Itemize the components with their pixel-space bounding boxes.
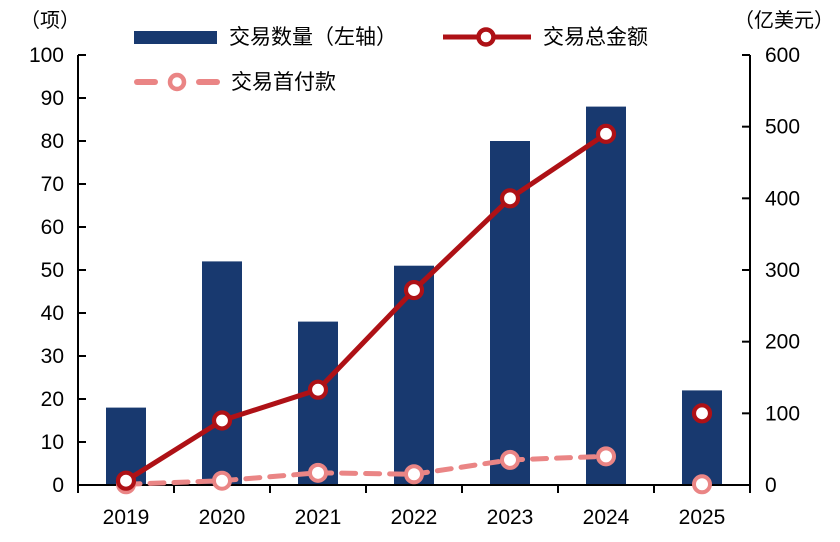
bar-2024 bbox=[586, 106, 626, 485]
left-tick-label: 0 bbox=[52, 474, 64, 497]
right-tick-label: 0 bbox=[765, 474, 777, 497]
downpayment-marker-2024 bbox=[596, 446, 616, 467]
left-tick-label: 70 bbox=[41, 173, 64, 196]
total-amount-marker-2019 bbox=[115, 470, 137, 491]
right-tick-label: 200 bbox=[765, 331, 800, 354]
legend-label-total: 交易总金额 bbox=[543, 24, 648, 49]
left-tick-label: 100 bbox=[29, 44, 64, 67]
x-label-2020: 2020 bbox=[199, 506, 246, 529]
x-label-2023: 2023 bbox=[487, 506, 534, 529]
total-amount-marker-2022 bbox=[403, 279, 425, 301]
legend-item-downpayment: 交易首付款 bbox=[133, 70, 336, 94]
downpayment-marker-2021 bbox=[308, 462, 328, 483]
left-tick-label: 80 bbox=[41, 130, 64, 153]
legend-line-circle-icon bbox=[441, 26, 533, 48]
bar-2021 bbox=[298, 321, 338, 485]
left-tick-label: 90 bbox=[41, 87, 64, 110]
right-tick-label: 100 bbox=[765, 402, 800, 425]
legend-item-total: 交易总金额 bbox=[441, 25, 648, 49]
downpayment-marker-2022 bbox=[404, 464, 424, 485]
total-amount-marker-2021 bbox=[307, 379, 329, 400]
legend-label-bars: 交易数量（左轴） bbox=[229, 24, 397, 49]
right-axis-unit: （亿美元） bbox=[734, 8, 834, 32]
x-label-2025: 2025 bbox=[679, 506, 726, 529]
right-tick-label: 300 bbox=[765, 259, 800, 282]
downpayment-line bbox=[123, 453, 609, 487]
left-tick-label: 60 bbox=[41, 216, 64, 239]
legend-item-bars: 交易数量（左轴） bbox=[133, 25, 397, 49]
left-tick-label: 50 bbox=[41, 259, 64, 282]
left-tick-label: 40 bbox=[41, 302, 64, 325]
left-tick-label: 20 bbox=[41, 388, 64, 411]
total-amount-marker-2025 bbox=[691, 403, 713, 424]
right-tick-label: 500 bbox=[765, 116, 800, 139]
left-axis-unit: （项） bbox=[20, 8, 80, 32]
downpayment-marker-2023 bbox=[500, 449, 520, 470]
x-label-2019: 2019 bbox=[103, 506, 150, 529]
legend-label-downpayment: 交易首付款 bbox=[231, 69, 336, 94]
total-amount-marker-2023 bbox=[499, 188, 521, 209]
bar-2020 bbox=[202, 261, 242, 485]
x-label-2022: 2022 bbox=[391, 506, 438, 529]
x-label-2024: 2024 bbox=[583, 506, 630, 529]
downpayment-marker-2020 bbox=[212, 470, 232, 491]
total-amount-marker-2020 bbox=[211, 410, 233, 431]
right-tick-label: 400 bbox=[765, 187, 800, 210]
legend-dashed-circle-icon bbox=[133, 71, 221, 93]
total-amount-marker-2024 bbox=[595, 123, 617, 144]
right-tick-label: 600 bbox=[765, 44, 800, 67]
left-tick-label: 10 bbox=[41, 431, 64, 454]
downpayment-marker-2025 bbox=[692, 474, 712, 495]
legend-bar-swatch-icon bbox=[133, 27, 219, 47]
left-tick-label: 30 bbox=[41, 345, 64, 368]
x-label-2021: 2021 bbox=[295, 506, 342, 529]
total-amount-line bbox=[124, 131, 608, 483]
